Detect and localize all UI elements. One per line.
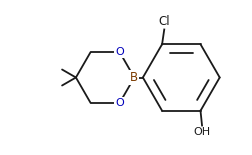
Text: Cl: Cl	[159, 15, 170, 28]
Text: B: B	[130, 71, 138, 84]
Text: O: O	[115, 98, 124, 108]
Text: OH: OH	[194, 127, 211, 137]
Text: O: O	[115, 47, 124, 57]
